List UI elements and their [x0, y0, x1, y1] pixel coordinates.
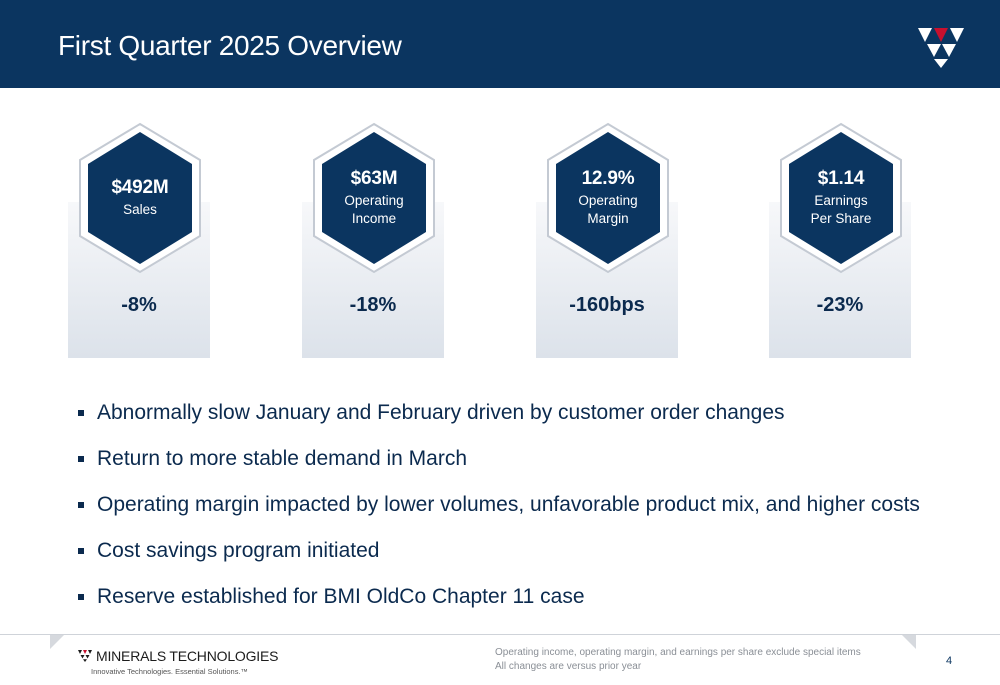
bullet-text: Abnormally slow January and February dri…: [97, 401, 785, 424]
title-bar: First Quarter 2025 Overview: [0, 0, 1000, 88]
list-item: Return to more stable demand in March: [78, 444, 978, 490]
kpi-value: 12.9%: [581, 168, 635, 189]
kpi-value: $492M: [111, 177, 169, 198]
corner-accent: [902, 635, 916, 649]
bullet-text: Cost savings program initiated: [97, 539, 380, 562]
kpi-change: -18%: [349, 294, 397, 316]
bullet-text: Reserve established for BMI OldCo Chapte…: [97, 585, 585, 608]
corner-accent: [50, 635, 64, 649]
kpi-label: Operating Income: [344, 193, 404, 226]
footer-brand: MINERALS TECHNOLOGIES Innovative Technol…: [78, 648, 278, 676]
company-logo-icon: [918, 28, 964, 68]
page-title: First Quarter 2025 Overview: [58, 30, 402, 61]
kpi-operating-margin: 12.9% Operating Margin -160bps: [536, 122, 686, 362]
bullet-square-icon: [78, 502, 84, 508]
bullet-square-icon: [78, 594, 84, 600]
brand-mark-icon: [78, 650, 92, 662]
kpi-value: $63M: [350, 168, 398, 189]
kpi-earnings-per-share: $1.14 Earnings Per Share -23%: [769, 122, 919, 362]
footnote: All changes are versus prior year: [495, 661, 642, 672]
hexagon-badge: [547, 122, 669, 274]
kpi-change: -23%: [816, 294, 864, 316]
hexagon-badge: [313, 122, 435, 274]
bullet-square-icon: [78, 548, 84, 554]
list-item: Abnormally slow January and February dri…: [78, 398, 978, 444]
bullet-square-icon: [78, 456, 84, 462]
brand-name: MINERALS TECHNOLOGIES: [96, 648, 279, 664]
kpi-operating-income: $63M Operating Income -18%: [302, 122, 452, 362]
footnote: Operating income, operating margin, and …: [495, 647, 861, 658]
bullet-text: Return to more stable demand in March: [97, 447, 468, 470]
kpi-change: -8%: [121, 294, 157, 316]
kpi-label: Sales: [123, 202, 157, 217]
kpi-change: -160bps: [569, 294, 645, 316]
kpi-label: Earnings Per Share: [810, 193, 872, 226]
page-number: 4: [946, 655, 953, 667]
hexagon-badge: [780, 122, 902, 274]
bullet-list: Abnormally slow January and February dri…: [78, 398, 978, 628]
bullet-square-icon: [78, 410, 84, 416]
footer-divider: [0, 634, 1000, 635]
footnotes: Operating income, operating margin, and …: [495, 646, 861, 674]
list-item: Cost savings program initiated: [78, 536, 978, 582]
hexagon-badge: [79, 122, 201, 274]
kpi-sales: $492M Sales -8%: [68, 122, 218, 362]
list-item: Operating margin impacted by lower volum…: [78, 490, 978, 536]
list-item: Reserve established for BMI OldCo Chapte…: [78, 582, 978, 628]
bullet-text: Operating margin impacted by lower volum…: [97, 493, 920, 516]
kpi-label: Operating Margin: [578, 193, 638, 226]
brand-tagline: Innovative Technologies. Essential Solut…: [91, 667, 249, 676]
kpi-value: $1.14: [817, 168, 865, 189]
